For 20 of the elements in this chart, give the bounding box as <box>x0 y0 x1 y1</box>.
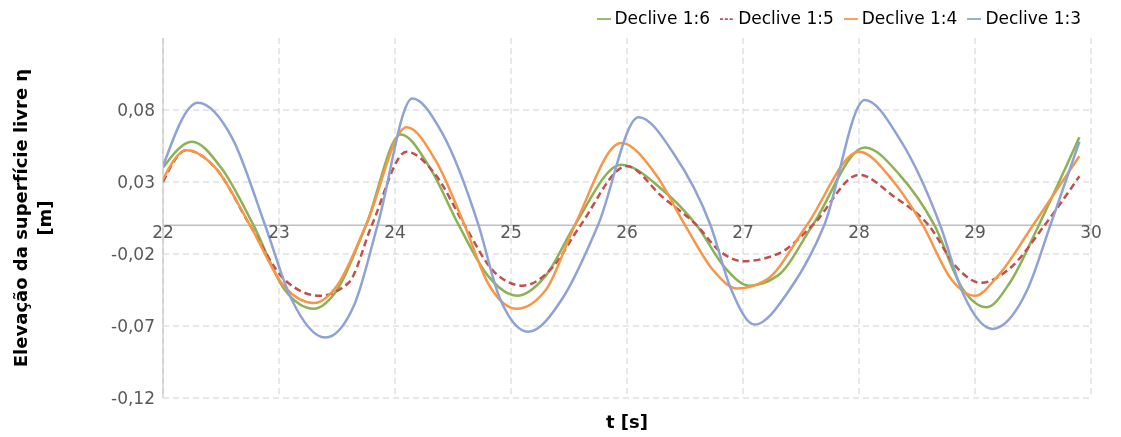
legend-label: Declive 1:4 <box>861 8 958 28</box>
y-tick-label: -0,02 <box>111 244 155 265</box>
legend-label: Declive 1:5 <box>738 8 834 28</box>
x-tick-label: 28 <box>848 221 870 242</box>
x-tick-label: 24 <box>384 221 406 242</box>
x-tick-label: 30 <box>1080 221 1102 242</box>
legend-label: Declive 1:3 <box>985 8 1081 28</box>
y-tick-label: -0,07 <box>111 316 155 337</box>
x-tick-label: 29 <box>964 221 986 242</box>
y-tick-label: -0,12 <box>111 388 155 409</box>
x-tick-label: 22 <box>152 221 174 242</box>
x-tick-label: 27 <box>732 221 754 242</box>
legend-label: Declive 1:6 <box>614 8 711 28</box>
y-tick-label: 0,08 <box>117 100 155 121</box>
y-axis-title: Elevação da superfície livre η [m] <box>10 68 55 368</box>
x-tick-label: 23 <box>268 221 290 242</box>
y-tick-label: 0,03 <box>117 172 155 193</box>
x-tick-label: 26 <box>616 221 638 242</box>
x-tick-label: 25 <box>500 221 522 242</box>
x-axis-title: t [s] <box>605 411 649 432</box>
